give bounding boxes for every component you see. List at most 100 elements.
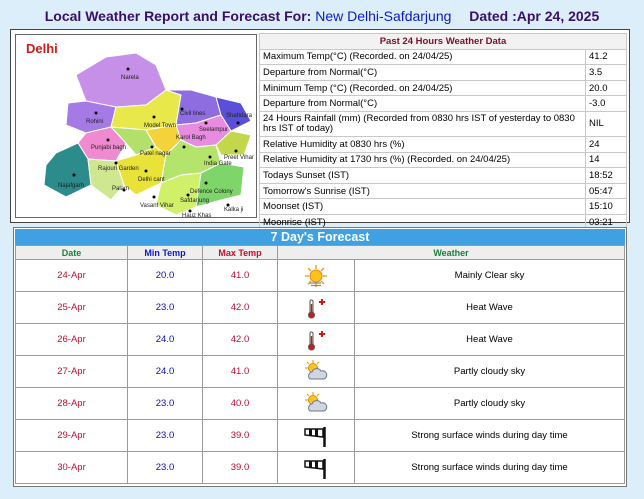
row-value: 14 <box>585 151 627 169</box>
forecast-table: Date Min Temp Max Temp Weather 24-Apr 20.… <box>15 245 625 484</box>
sun-haze-icon <box>303 263 329 289</box>
table-row: Departure from Normal(°C) 3.5 <box>259 64 627 81</box>
forecast-date: 30-Apr <box>15 451 128 484</box>
station-name: New Delhi-Safdarjung <box>315 8 452 24</box>
partly-cloudy-icon <box>303 359 329 385</box>
row-value: 15:10 <box>585 198 627 215</box>
forecast-icon-cell <box>277 323 355 356</box>
windsock-icon <box>303 423 329 449</box>
map-state-label: Delhi <box>26 41 58 56</box>
table-row: Minimum Temp (°C) (Recorded. on 24/04/25… <box>259 79 627 97</box>
table-row: Todays Sunset (IST) 18:52 <box>259 167 627 184</box>
forecast-max-temp: 39.0 <box>202 419 278 452</box>
forecast-icon-cell <box>277 451 355 484</box>
past-24h-table: Past 24 Hours Weather Data Maximum Temp(… <box>259 33 627 231</box>
row-label: Maximum Temp(°C) (Recorded. on 24/04/25) <box>259 48 586 66</box>
heat-wave-icon <box>303 327 329 353</box>
table-row: Maximum Temp(°C) (Recorded. on 24/04/25)… <box>259 48 627 66</box>
forecast-date: 24-Apr <box>15 259 128 292</box>
svg-text:Seelampur: Seelampur <box>199 127 228 133</box>
district-map-image: Narela Rohini Model Town Civil lines See… <box>43 52 254 218</box>
svg-text:Najafgarh: Najafgarh <box>58 183 84 189</box>
forecast-weather: Strong surface winds during day time <box>354 419 625 452</box>
forecast-min-temp: 23.0 <box>127 291 203 324</box>
table-row: Moonset (IST) 15:10 <box>259 198 627 215</box>
svg-text:India Gate: India Gate <box>204 161 232 167</box>
forecast-min-temp: 23.0 <box>127 387 203 420</box>
forecast-row: 27-Apr 24.0 41.0 Partly cloudy sky <box>15 355 625 388</box>
svg-text:Karol Bagh: Karol Bagh <box>176 135 206 141</box>
forecast-row: 24-Apr 20.0 41.0 Mainly Clear sky <box>15 259 625 292</box>
svg-text:Civil lines: Civil lines <box>180 111 205 117</box>
forecast-max-temp: 39.0 <box>202 451 278 484</box>
forecast-row: 25-Apr 23.0 42.0 Heat Wave <box>15 291 625 324</box>
col-weather: Weather <box>277 245 625 260</box>
forecast-row: 28-Apr 23.0 40.0 Partly cloudy sky <box>15 387 625 420</box>
row-label: Minimum Temp (°C) (Recorded. on 24/04/25… <box>259 79 586 97</box>
svg-text:Rajouri Garden: Rajouri Garden <box>98 166 139 172</box>
title-prefix: Local Weather Report and Forecast For: <box>44 8 312 24</box>
row-label: 24 Hours Rainfall (mm) (Recorded from 08… <box>259 110 586 137</box>
row-label: Moonset (IST) <box>259 198 586 215</box>
forecast-row: 29-Apr 23.0 39.0 Strong surface winds durin… <box>15 419 625 452</box>
svg-text:Model Town: Model Town <box>144 123 176 129</box>
forecast-max-temp: 42.0 <box>202 291 278 324</box>
forecast-date: 26-Apr <box>15 323 128 356</box>
forecast-weather: Heat Wave <box>354 291 625 324</box>
forecast-icon-cell <box>277 291 355 324</box>
forecast-row: 30-Apr 23.0 39.0 Strong surface winds durin… <box>15 451 625 484</box>
svg-text:Delhi cant: Delhi cant <box>138 177 165 183</box>
col-min-temp: Min Temp <box>127 245 203 260</box>
row-label: Relative Humidity at 0830 hrs (%) <box>259 135 586 153</box>
windsock-icon <box>303 455 329 481</box>
delhi-map: Narela Rohini Model Town Civil lines See… <box>15 34 257 218</box>
svg-text:Punjabi bagh: Punjabi bagh <box>91 145 126 151</box>
svg-text:Narela: Narela <box>121 75 139 81</box>
forecast-date: 28-Apr <box>15 387 128 420</box>
svg-text:Preet Vihar: Preet Vihar <box>224 155 254 161</box>
page-title: Local Weather Report and Forecast For: N… <box>0 8 644 24</box>
forecast-weather: Mainly Clear sky <box>354 259 625 292</box>
forecast-panel: 7 Day's Forecast Date Min Temp Max Temp … <box>13 227 627 487</box>
row-value: NIL <box>585 110 627 137</box>
forecast-max-temp: 41.0 <box>202 355 278 388</box>
forecast-min-temp: 24.0 <box>127 355 203 388</box>
table-row: Departure from Normal(°C) -3.0 <box>259 95 627 112</box>
svg-text:Safdarjung: Safdarjung <box>180 198 209 204</box>
forecast-max-temp: 41.0 <box>202 259 278 292</box>
row-value: 18:52 <box>585 167 627 184</box>
forecast-icon-cell <box>277 259 355 292</box>
row-value: 41.2 <box>585 48 627 66</box>
forecast-min-temp: 23.0 <box>127 419 203 452</box>
svg-text:Shahdara: Shahdara <box>226 113 253 119</box>
past-24h-title: Past 24 Hours Weather Data <box>259 33 627 50</box>
row-label: Departure from Normal(°C) <box>259 64 586 81</box>
forecast-max-temp: 42.0 <box>202 323 278 356</box>
forecast-weather: Partly cloudy sky <box>354 387 625 420</box>
forecast-row: 26-Apr 24.0 42.0 Heat Wave <box>15 323 625 356</box>
table-row: Tomorrow's Sunrise (IST) 05:47 <box>259 182 627 200</box>
table-row: 24 Hours Rainfall (mm) (Recorded from 08… <box>259 110 627 137</box>
svg-text:Kalka ji: Kalka ji <box>224 207 243 213</box>
forecast-min-temp: 23.0 <box>127 451 203 484</box>
partly-cloudy-icon <box>303 391 329 417</box>
forecast-header-row: Date Min Temp Max Temp Weather <box>15 245 625 260</box>
row-value: 20.0 <box>585 79 627 97</box>
forecast-date: 27-Apr <box>15 355 128 388</box>
col-date: Date <box>15 245 128 260</box>
forecast-weather: Partly cloudy sky <box>354 355 625 388</box>
table-row: Relative Humidity at 1730 hrs (%) (Recor… <box>259 151 627 169</box>
forecast-weather: Heat Wave <box>354 323 625 356</box>
row-value: 3.5 <box>585 64 627 81</box>
forecast-icon-cell <box>277 355 355 388</box>
row-label: Relative Humidity at 1730 hrs (%) (Recor… <box>259 151 586 169</box>
svg-text:Vasant Vihar: Vasant Vihar <box>140 203 174 209</box>
forecast-icon-cell <box>277 419 355 452</box>
forecast-min-temp: 24.0 <box>127 323 203 356</box>
forecast-date: 25-Apr <box>15 291 128 324</box>
row-value: 05:47 <box>585 182 627 200</box>
svg-text:Hauz Khas: Hauz Khas <box>182 213 211 218</box>
svg-text:Defence Colony: Defence Colony <box>190 189 233 195</box>
table-row: Relative Humidity at 0830 hrs (%) 24 <box>259 135 627 153</box>
forecast-icon-cell <box>277 387 355 420</box>
